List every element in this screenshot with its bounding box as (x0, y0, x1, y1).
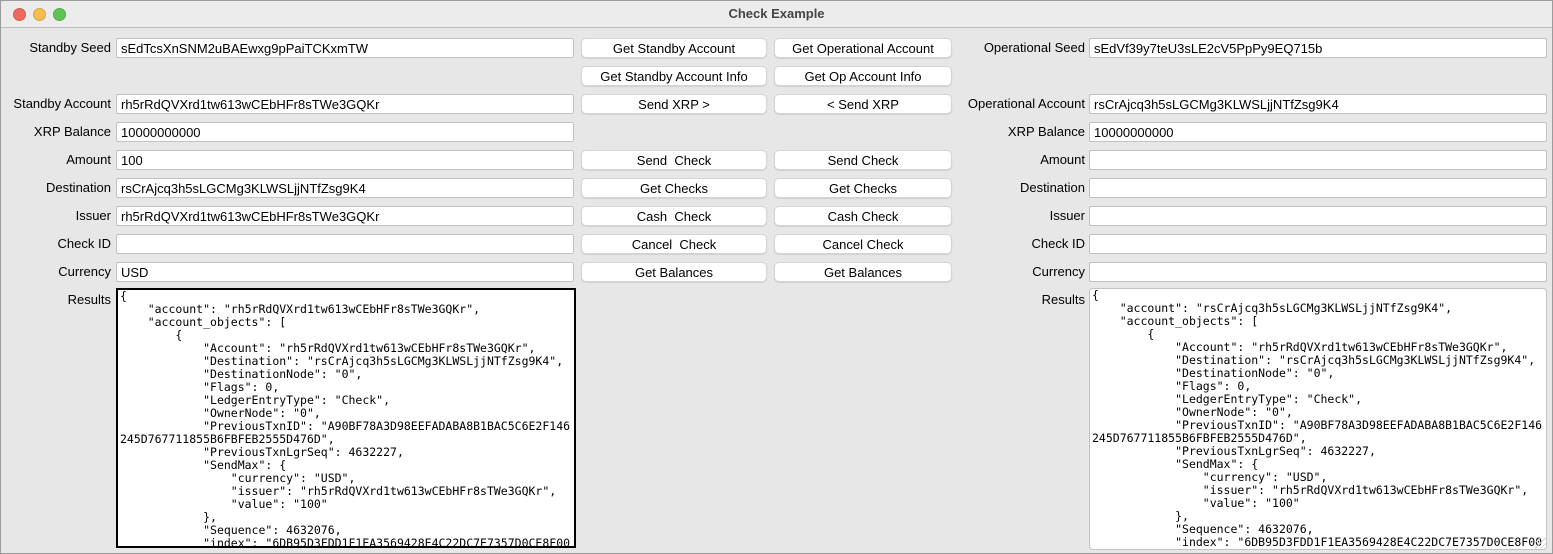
standby-get-balances-button[interactable]: Get Balances (581, 262, 767, 282)
get-standby-account-button[interactable]: Get Standby Account (581, 38, 767, 58)
standby-check-id-label: Check ID (57, 236, 111, 251)
minimize-button[interactable] (33, 8, 46, 21)
standby-account-input[interactable] (116, 94, 574, 114)
close-button[interactable] (13, 8, 26, 21)
standby-results-area[interactable]: { "account": "rh5rRdQVXrd1tw613wCEbHFr8s… (116, 288, 576, 548)
operational-currency-input[interactable] (1089, 262, 1547, 282)
operational-amount-input[interactable] (1089, 150, 1547, 170)
standby-check-id-input[interactable] (116, 234, 574, 254)
send-xrp-to-standby-button[interactable]: < Send XRP (774, 94, 952, 114)
operational-issuer-label: Issuer (1049, 208, 1085, 223)
operational-results-label: Results (1041, 292, 1085, 307)
standby-account-label: Standby Account (13, 96, 111, 111)
operational-account-label: Operational Account (967, 96, 1085, 111)
standby-issuer-input[interactable] (116, 206, 574, 226)
operational-destination-input[interactable] (1089, 178, 1547, 198)
operational-seed-label: Operational Seed (983, 40, 1085, 55)
standby-results-label: Results (67, 292, 111, 307)
operational-results-area[interactable]: { "account": "rsCrAjcq3h5sLGCMg3KLWSLjjN… (1089, 288, 1547, 550)
standby-destination-label: Destination (45, 180, 111, 195)
standby-send-check-button[interactable]: Send Check (581, 150, 767, 170)
operational-currency-label: Currency (1032, 264, 1085, 279)
operational-xrp-balance-label: XRP Balance (1007, 124, 1085, 139)
title-bar: Check Example (1, 1, 1552, 28)
operational-cash-check-button[interactable]: Cash Check (774, 206, 952, 226)
operational-cancel-check-button[interactable]: Cancel Check (774, 234, 952, 254)
operational-account-input[interactable] (1089, 94, 1547, 114)
resize-grip-icon[interactable] (1535, 538, 1546, 549)
operational-check-id-label: Check ID (1031, 236, 1085, 251)
window-title: Check Example (728, 6, 825, 21)
operational-xrp-balance-input[interactable] (1089, 122, 1547, 142)
operational-destination-label: Destination (1019, 180, 1085, 195)
get-operational-account-button[interactable]: Get Operational Account (774, 38, 952, 58)
operational-seed-input[interactable] (1089, 38, 1547, 58)
get-standby-account-info-button[interactable]: Get Standby Account Info (581, 66, 767, 86)
operational-issuer-input[interactable] (1089, 206, 1547, 226)
standby-currency-label: Currency (58, 264, 111, 279)
standby-amount-input[interactable] (116, 150, 574, 170)
operational-get-balances-button[interactable]: Get Balances (774, 262, 952, 282)
standby-cash-check-button[interactable]: Cash Check (581, 206, 767, 226)
send-xrp-to-operational-button[interactable]: Send XRP > (581, 94, 767, 114)
get-op-account-info-button[interactable]: Get Op Account Info (774, 66, 952, 86)
standby-destination-input[interactable] (116, 178, 574, 198)
operational-send-check-button[interactable]: Send Check (774, 150, 952, 170)
standby-get-checks-button[interactable]: Get Checks (581, 178, 767, 198)
operational-amount-label: Amount (1040, 152, 1085, 167)
standby-currency-input[interactable] (116, 262, 574, 282)
operational-check-id-input[interactable] (1089, 234, 1547, 254)
standby-xrp-balance-label: XRP Balance (33, 124, 111, 139)
operational-get-checks-button[interactable]: Get Checks (774, 178, 952, 198)
standby-xrp-balance-input[interactable] (116, 122, 574, 142)
standby-amount-label: Amount (66, 152, 111, 167)
zoom-button[interactable] (53, 8, 66, 21)
standby-issuer-label: Issuer (75, 208, 111, 223)
standby-cancel-check-button[interactable]: Cancel Check (581, 234, 767, 254)
standby-seed-label: Standby Seed (29, 40, 111, 55)
standby-seed-input[interactable] (116, 38, 574, 58)
